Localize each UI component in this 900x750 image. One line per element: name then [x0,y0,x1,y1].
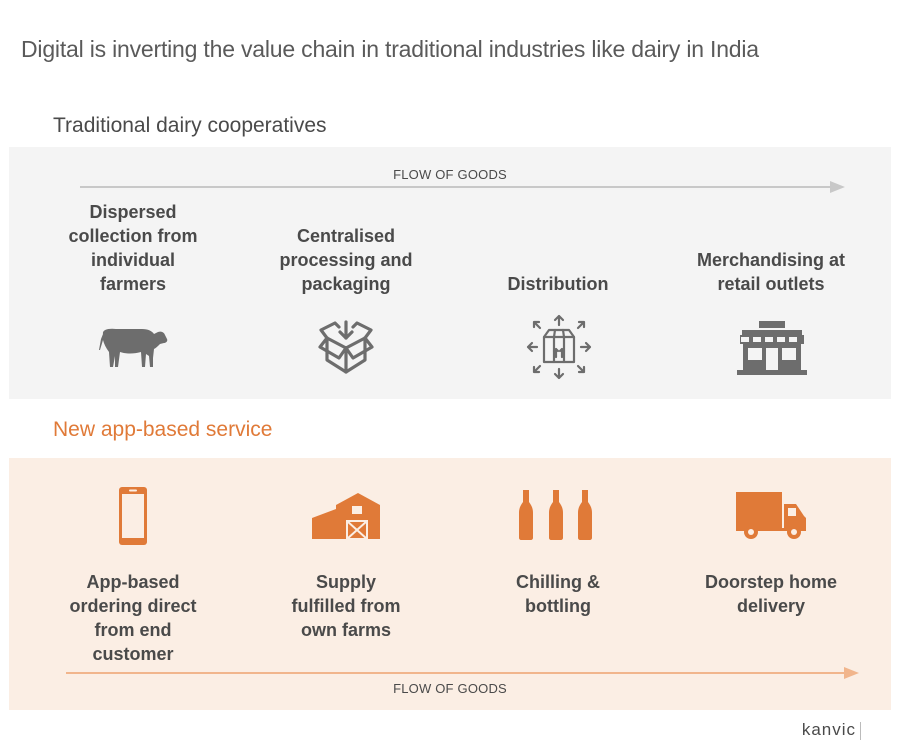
flow-of-goods-label-bottom: FLOW OF GOODS [393,681,507,696]
delivery-truck-icon [736,492,806,539]
step-distribution: Distribution [468,272,648,296]
step-doorstep-delivery: Doorstep home delivery [681,570,861,618]
step-label: Centralised processing and packaging [279,226,413,294]
shop-icon [737,321,807,375]
step-centralised-processing: Centralised processing and packaging [256,224,436,296]
new-service-heading: New app-based service [53,418,273,441]
step-label: App-based ordering direct from end custo… [69,572,197,664]
bottles-icon [519,490,592,540]
barn-icon [312,493,380,540]
package-arrows-icon [526,314,592,380]
flow-of-goods-label-top: FLOW OF GOODS [393,167,507,182]
open-box-icon [318,320,374,374]
logo-divider [860,722,861,740]
smartphone-icon [119,487,147,545]
step-chilling-bottling: Chilling & bottling [468,570,648,618]
cow-icon [99,328,168,367]
step-label: Merchandising at retail outlets [696,250,846,294]
step-supply-own-farms: Supply fulfilled from own farms [256,570,436,642]
step-label: Dispersed collection from individual far… [68,202,198,294]
page-title: Digital is inverting the value chain in … [21,36,759,62]
step-label: Chilling & bottling [516,572,600,616]
step-label: Distribution [507,274,609,294]
step-dispersed-collection: Dispersed collection from individual far… [43,200,223,296]
step-label: Doorstep home delivery [704,572,837,616]
step-label: Supply fulfilled from own farms [291,572,401,640]
step-app-ordering: App-based ordering direct from end custo… [43,570,223,666]
step-merchandising: Merchandising at retail outlets [681,248,861,296]
traditional-heading: Traditional dairy cooperatives [53,114,327,137]
kanvic-logo: kanvic [801,720,856,739]
